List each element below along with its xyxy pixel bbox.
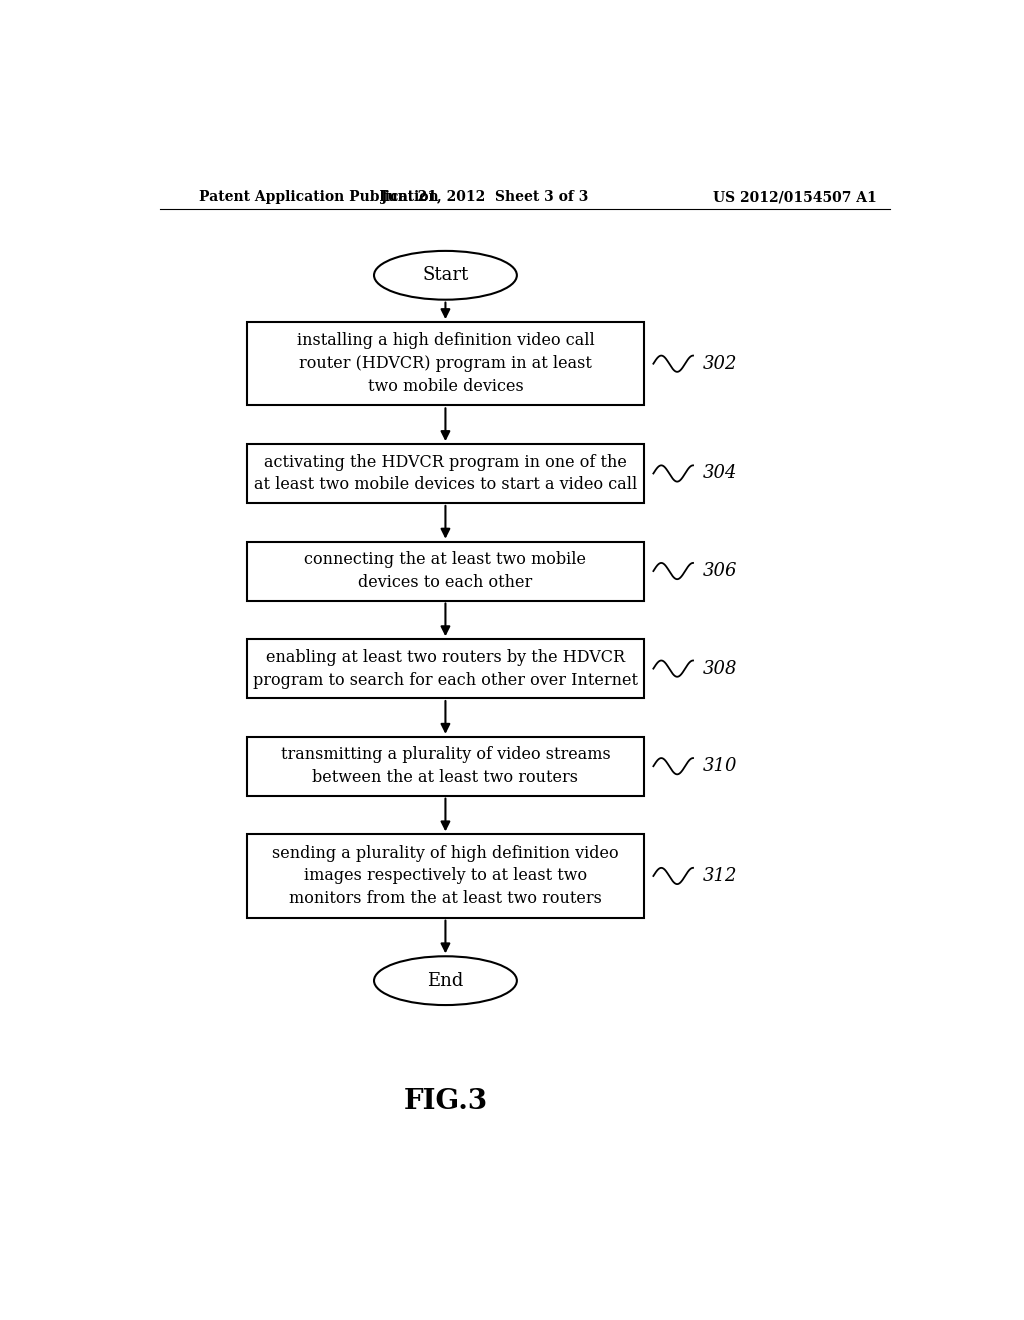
FancyBboxPatch shape bbox=[247, 322, 644, 405]
FancyBboxPatch shape bbox=[247, 639, 644, 698]
Text: Patent Application Publication: Patent Application Publication bbox=[200, 190, 439, 205]
Text: enabling at least two routers by the HDVCR
program to search for each other over: enabling at least two routers by the HDV… bbox=[253, 648, 638, 689]
Text: Jun. 21, 2012  Sheet 3 of 3: Jun. 21, 2012 Sheet 3 of 3 bbox=[381, 190, 589, 205]
Text: transmitting a plurality of video streams
between the at least two routers: transmitting a plurality of video stream… bbox=[281, 746, 610, 787]
Text: sending a plurality of high definition video
images respectively to at least two: sending a plurality of high definition v… bbox=[272, 845, 618, 907]
FancyBboxPatch shape bbox=[247, 834, 644, 917]
Text: 308: 308 bbox=[702, 660, 737, 677]
Text: 302: 302 bbox=[702, 355, 737, 372]
Text: connecting the at least two mobile
devices to each other: connecting the at least two mobile devic… bbox=[304, 552, 587, 591]
FancyBboxPatch shape bbox=[247, 541, 644, 601]
Ellipse shape bbox=[374, 956, 517, 1005]
FancyBboxPatch shape bbox=[247, 444, 644, 503]
Text: 304: 304 bbox=[702, 465, 737, 483]
Text: Start: Start bbox=[422, 267, 469, 284]
Text: activating the HDVCR program in one of the
at least two mobile devices to start : activating the HDVCR program in one of t… bbox=[254, 454, 637, 494]
Text: 312: 312 bbox=[702, 867, 737, 884]
Text: FIG.3: FIG.3 bbox=[403, 1088, 487, 1115]
Ellipse shape bbox=[374, 251, 517, 300]
Text: US 2012/0154507 A1: US 2012/0154507 A1 bbox=[713, 190, 877, 205]
Text: 306: 306 bbox=[702, 562, 737, 579]
FancyBboxPatch shape bbox=[247, 737, 644, 796]
Text: 310: 310 bbox=[702, 758, 737, 775]
Text: installing a high definition video call
router (HDVCR) program in at least
two m: installing a high definition video call … bbox=[297, 333, 594, 395]
Text: End: End bbox=[427, 972, 464, 990]
